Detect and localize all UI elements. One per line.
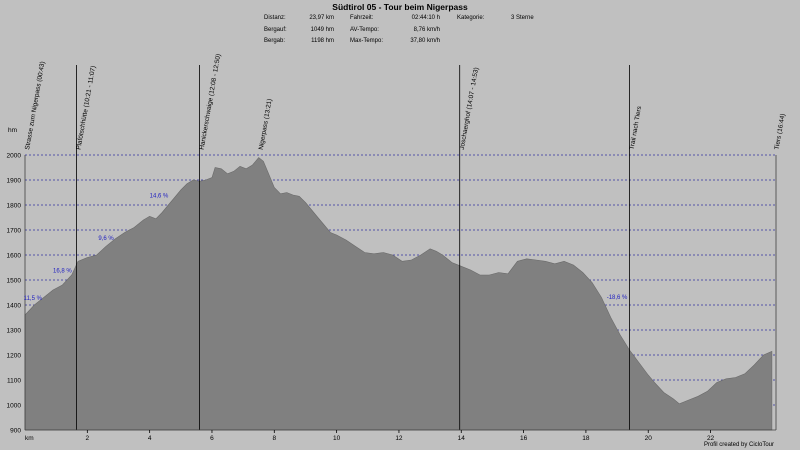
x-tick-label: 16: [520, 435, 528, 442]
stat-value-distance: 23,97 km: [309, 15, 334, 21]
x-tick-label: 22: [707, 435, 715, 442]
x-tick-label: 20: [645, 435, 653, 442]
y-tick-label: 1700: [7, 228, 22, 235]
y-tick-label: 1300: [7, 328, 22, 335]
waypoint-label: Trail nach Tiers: [629, 105, 644, 150]
x-tick-label: 14: [458, 435, 466, 442]
y-tick-label: 1900: [7, 178, 22, 185]
x-tick-label: 18: [582, 435, 590, 442]
stat-label-category: Kategorie:: [457, 15, 485, 21]
x-tick-label: 6: [210, 435, 214, 442]
elevation-area: [24, 157, 773, 431]
grade-label: 16,8 %: [53, 269, 72, 275]
stat-label-maxspeed: Max-Tempo:: [350, 38, 384, 44]
stat-value-ridetime: 02:44:10 h: [411, 15, 440, 21]
x-tick-label: 12: [395, 435, 403, 442]
y-tick-label: 1800: [7, 203, 22, 210]
grade-label: -18,6 %: [607, 295, 628, 301]
waypoint-label: Plafötschhütte (10:21 - 11:07): [75, 65, 97, 150]
grade-label: 11,5 %: [24, 296, 43, 302]
y-tick-label: 1600: [7, 253, 22, 260]
grade-label: 9,6 %: [98, 236, 114, 242]
stat-label-avgspeed: AV-Tempo:: [350, 27, 379, 33]
waypoint-label: Hanickerschwaige (12:08 - 12:50): [199, 53, 223, 150]
waypoint-label: Strasse zum Nigerpass (00:43): [24, 61, 46, 150]
x-tick-label: 4: [148, 435, 152, 442]
waypoint-label: Nigerpass (13:21): [258, 98, 274, 150]
y-tick-label: 2000: [7, 153, 22, 160]
y-tick-label: 1100: [7, 378, 21, 385]
grade-label: 14,6 %: [150, 194, 169, 200]
y-tick-label: 900: [10, 428, 21, 435]
stat-value-avgspeed: 8,76 km/h: [413, 27, 440, 33]
axis-layer: 9001000110012001300140015001600170018001…: [7, 127, 777, 442]
waypoint-label: Joschaerghof (14:07 - 14:53): [459, 67, 480, 150]
elevation-area-layer: [24, 157, 773, 431]
stat-label-ridetime: Fahrzeit:: [350, 15, 374, 21]
stat-label-descent: Bergab:: [264, 38, 286, 44]
grade-label-layer: 11,5 % 16,8 % 9,6 % 14,6 % -18,6 %: [24, 194, 628, 303]
y-axis-label: hm: [8, 127, 17, 134]
x-tick-label: 2: [86, 435, 90, 442]
y-tick-label: 1400: [7, 303, 22, 310]
stat-value-ascent: 1049 hm: [310, 27, 334, 33]
footer-credit: Profil created by CicloTour: [703, 442, 774, 448]
waypoint-label: Tiers (16:44): [774, 113, 787, 150]
stat-value-descent: 1198 hm: [311, 38, 334, 44]
stat-label-ascent: Bergauf:: [264, 27, 287, 33]
y-tick-label: 1500: [7, 278, 22, 285]
y-tick-label: 1000: [7, 403, 22, 410]
stat-value-maxspeed: 37,80 km/h: [410, 38, 440, 44]
x-tick-label: 10: [333, 435, 341, 442]
x-axis-label: km: [25, 435, 34, 442]
chart-title: Südtirol 05 - Tour beim Nigerpass: [332, 2, 468, 12]
stat-value-category: 3 Sterne: [511, 15, 534, 21]
stat-label-distance: Distanz:: [264, 15, 286, 21]
x-tick-label: 8: [272, 435, 276, 442]
y-tick-label: 1200: [7, 353, 22, 360]
